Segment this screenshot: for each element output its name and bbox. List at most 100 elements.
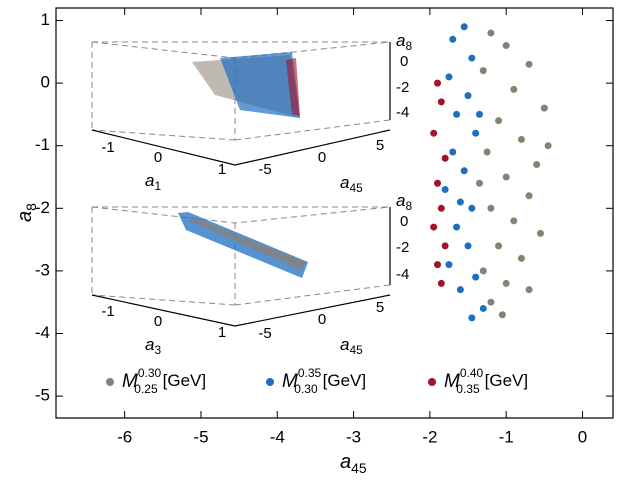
point (495, 117, 503, 125)
point (468, 204, 476, 212)
legend-label: M0.40 0.35 [GeV] (444, 366, 528, 396)
point (502, 173, 510, 181)
point (464, 242, 472, 250)
x-tick-label: -1 (499, 427, 514, 446)
axis-label-sub: 8 (23, 203, 39, 211)
point (468, 54, 476, 62)
legend-superscript: 0.40 (460, 366, 484, 380)
inset-tick-label: -4 (396, 266, 409, 283)
inset-top (91, 41, 391, 166)
inset-tick-label: -1 (101, 139, 114, 156)
point (472, 129, 480, 137)
point (453, 223, 461, 231)
point (445, 73, 453, 81)
y-tick-label: 1 (41, 10, 50, 29)
axis-label: a45 (340, 173, 363, 195)
axis-label-base: a (340, 173, 349, 192)
inset-tick-label: 0 (318, 149, 326, 166)
point (537, 229, 545, 237)
axis-label-base: a (145, 335, 154, 354)
legend-unit: [GeV] (323, 371, 366, 390)
inset-tick-label: 5 (376, 137, 384, 154)
inset-bottom (91, 206, 391, 327)
point (430, 129, 438, 137)
point (464, 92, 472, 100)
point (544, 142, 552, 150)
point (540, 104, 548, 112)
axis-label-base: a (340, 335, 349, 354)
point (479, 67, 487, 75)
axis-label: a8 (396, 191, 412, 213)
axis-label: a45 (340, 451, 367, 475)
point (479, 304, 487, 312)
axis-label-sub: 8 (405, 199, 412, 213)
point (449, 35, 457, 43)
inset-tick-label: 0 (318, 311, 326, 328)
axis-label-sub: 45 (349, 343, 363, 357)
point (525, 192, 533, 200)
point (472, 273, 480, 281)
legend-marker (106, 378, 114, 386)
point (498, 311, 506, 319)
point (510, 217, 518, 225)
point (525, 286, 533, 294)
point (525, 60, 533, 68)
point (441, 186, 449, 194)
point (517, 254, 525, 262)
axis-label: a45 (340, 335, 363, 357)
axis-label: a1 (145, 171, 161, 193)
inset-tick-label: 0 (400, 53, 408, 70)
y-tick-label: -4 (35, 323, 50, 342)
inset-tick-label: 1 (218, 161, 226, 178)
point (453, 110, 461, 118)
y-tick-label: -5 (35, 386, 50, 405)
point (475, 110, 483, 118)
point (517, 135, 525, 143)
point (460, 23, 468, 31)
legend-name: M (122, 371, 138, 392)
inset-tick-label: -5 (258, 161, 271, 178)
axis-label-sub: 3 (154, 343, 161, 357)
x-tick-label: 0 (578, 427, 587, 446)
inset-axes (91, 207, 391, 327)
axis-label-sub: 45 (351, 460, 367, 476)
axis-label: a8 (14, 203, 38, 222)
point (502, 42, 510, 50)
point (437, 279, 445, 287)
point (510, 85, 518, 93)
point (434, 179, 442, 187)
axis-label: a3 (145, 335, 161, 357)
axis-label-sub: 8 (405, 39, 412, 53)
x-tick-label: -2 (422, 427, 437, 446)
x-tick-label: -3 (346, 427, 361, 446)
inset-box (91, 206, 391, 306)
inset-cloud (220, 52, 300, 118)
legend-marker (266, 378, 274, 386)
legend-unit: [GeV] (485, 371, 528, 390)
point (449, 148, 457, 156)
legend-marker (428, 378, 436, 386)
inset-axes (91, 42, 391, 166)
inset-tick-label: -2 (396, 79, 409, 96)
legend-label: M0.30 0.25 [GeV] (122, 366, 206, 396)
inset-tick-label: -5 (258, 325, 271, 342)
inset-tick-label: -1 (101, 303, 114, 320)
legend-label: M0.35 0.30 [GeV] (282, 366, 366, 396)
legend-name: M (282, 371, 298, 392)
inset-tick-label: 5 (376, 299, 384, 316)
inset-tick-label: 1 (218, 324, 226, 341)
point (502, 279, 510, 287)
x-tick-label: -6 (117, 427, 132, 446)
point (475, 179, 483, 187)
inset-tick-label: -2 (396, 239, 409, 256)
point (487, 298, 495, 306)
point (460, 167, 468, 175)
y-tick-label: -2 (35, 198, 50, 217)
point (441, 242, 449, 250)
inset-tick-label: 0 (400, 213, 408, 230)
legend-unit: [GeV] (163, 371, 206, 390)
axis-label-base: a (340, 451, 351, 473)
point (437, 98, 445, 106)
axis-label-base: a (396, 191, 405, 210)
point (456, 198, 464, 206)
